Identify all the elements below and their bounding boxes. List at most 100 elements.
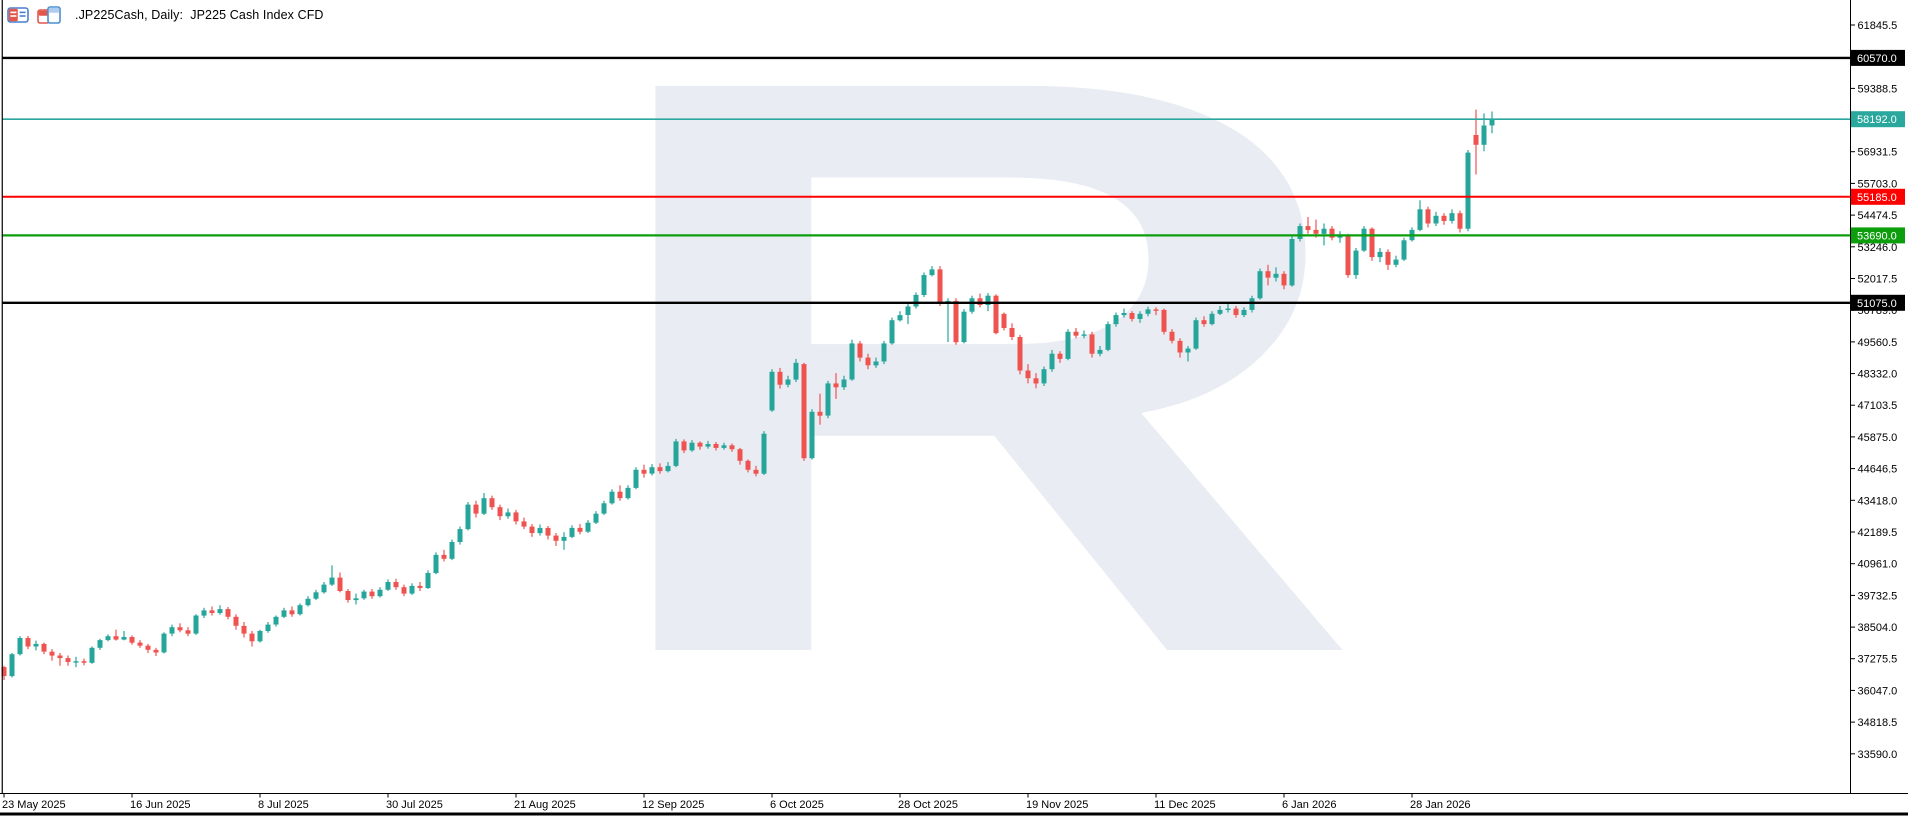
candle xyxy=(209,606,215,616)
candle-body-up xyxy=(1297,226,1303,239)
candle-body-down xyxy=(249,633,255,642)
candle xyxy=(329,565,335,586)
candle xyxy=(633,467,639,490)
candle-body-down xyxy=(577,527,583,532)
candle-body-up xyxy=(569,527,575,537)
candle-body-up xyxy=(265,624,271,631)
candle xyxy=(345,589,351,603)
candle xyxy=(1137,311,1143,323)
price-badge-bg[interactable] xyxy=(1851,188,1905,205)
candle-body-down xyxy=(617,491,623,499)
price-badge-60570.0[interactable]: 60570.0 xyxy=(1851,49,1905,66)
price-badge-53690.0[interactable]: 53690.0 xyxy=(1851,227,1905,244)
candle xyxy=(89,646,95,664)
candle xyxy=(1297,223,1303,242)
y-axis-tick-label: 38504.0 xyxy=(1858,622,1898,634)
candle xyxy=(745,459,751,473)
candle-body-down xyxy=(1385,251,1391,265)
candle xyxy=(761,431,767,475)
candle-body-down xyxy=(1161,309,1167,332)
candle-body-up xyxy=(105,636,111,641)
price-badge-bg[interactable] xyxy=(1851,111,1905,128)
candle xyxy=(793,358,799,383)
candle-body-up xyxy=(9,654,15,677)
candle xyxy=(825,380,831,419)
candle xyxy=(321,582,327,594)
candle xyxy=(865,353,871,370)
candle-body-up xyxy=(1361,228,1367,251)
candle xyxy=(961,309,967,344)
candle-body-up xyxy=(273,616,279,625)
candle-body-down xyxy=(553,535,559,541)
candle-body-down xyxy=(1281,273,1287,286)
candle xyxy=(1425,206,1431,228)
candle xyxy=(65,655,71,666)
candle-body-up xyxy=(985,295,991,305)
candle-body-down xyxy=(521,521,527,527)
candle-body-down xyxy=(233,616,239,626)
candle xyxy=(1201,316,1207,327)
price-badge-55185.0[interactable]: 55185.0 xyxy=(1851,188,1905,205)
candle-body-down xyxy=(697,442,703,447)
x-axis-date-label: 12 Sep 2025 xyxy=(642,799,704,811)
candle-body-up xyxy=(505,512,511,517)
price-badge-bg[interactable] xyxy=(1851,49,1905,66)
price-badge-58192.0[interactable]: 58192.0 xyxy=(1851,111,1905,128)
candle-body-up xyxy=(889,320,895,344)
candle xyxy=(377,587,383,598)
y-axis-tick-label: 53246.0 xyxy=(1858,242,1898,254)
candle-body-up xyxy=(809,411,815,459)
price-badge-bg[interactable] xyxy=(1851,294,1905,311)
candle xyxy=(809,409,815,460)
candle-body-up xyxy=(761,433,767,474)
candle xyxy=(873,357,879,368)
x-axis-date-label: 6 Jan 2026 xyxy=(1282,799,1336,811)
candle-body-up xyxy=(873,361,879,366)
candle-body-up xyxy=(201,610,207,616)
candle xyxy=(49,649,55,661)
candle xyxy=(73,656,79,668)
candle xyxy=(721,442,727,450)
candle-body-up xyxy=(1041,369,1047,384)
candle-body-down xyxy=(1369,228,1375,258)
candle xyxy=(1273,267,1279,282)
candle xyxy=(161,632,167,654)
candle xyxy=(641,464,647,478)
y-axis-tick-label: 54474.5 xyxy=(1858,210,1898,222)
price-badge-bg[interactable] xyxy=(1851,227,1905,244)
price-badge-51075.0[interactable]: 51075.0 xyxy=(1851,294,1905,311)
candle-body-down xyxy=(49,651,55,656)
candle xyxy=(153,647,159,656)
candle xyxy=(665,462,671,473)
candle xyxy=(777,367,783,389)
candle-body-down xyxy=(145,645,151,650)
candle xyxy=(881,340,887,365)
candle-body-down xyxy=(529,526,535,533)
candle xyxy=(481,493,487,515)
candle-body-up xyxy=(1289,239,1295,286)
candle xyxy=(137,640,143,648)
candle xyxy=(537,524,543,536)
candle-body-down xyxy=(545,527,551,536)
candle xyxy=(425,570,431,589)
candle xyxy=(1385,249,1391,270)
candle xyxy=(993,294,999,335)
candle-body-down xyxy=(1177,340,1183,353)
candle-body-down xyxy=(441,554,447,559)
candle xyxy=(569,525,575,539)
candle-body-down xyxy=(1129,313,1135,319)
candle-body-down xyxy=(153,649,159,653)
candle-body-up xyxy=(905,306,911,315)
candle-body-down xyxy=(1089,334,1095,354)
x-axis-date-label: 6 Oct 2025 xyxy=(770,799,824,811)
candle xyxy=(441,549,447,562)
candle-body-down xyxy=(1169,331,1175,341)
candle-body-up xyxy=(961,311,967,343)
candle-body-up xyxy=(281,610,287,617)
candle xyxy=(577,524,583,535)
candle xyxy=(1081,330,1087,339)
candle-body-up xyxy=(1081,334,1087,336)
candle xyxy=(713,442,719,451)
